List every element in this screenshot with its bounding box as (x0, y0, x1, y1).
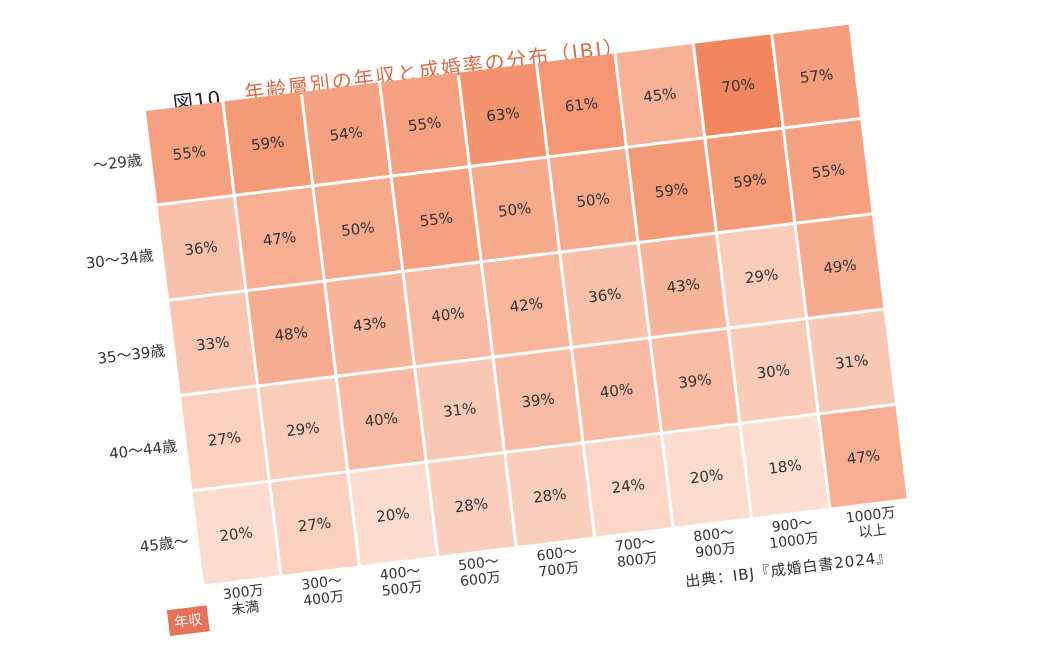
column-label: 500〜 600万 (457, 553, 502, 591)
column-label: 600〜 700万 (535, 543, 581, 581)
row-label: 〜29歳 (91, 150, 143, 175)
heatmap-cell: 48% (247, 282, 335, 385)
heatmap-cell: 31% (808, 310, 896, 413)
heatmap-cell: 57% (773, 24, 860, 127)
heatmap-cell: 43% (326, 273, 413, 375)
heatmap-cell: 20% (192, 482, 280, 585)
heatmap-cell: 29% (718, 224, 805, 327)
income-axis-badge: 年収 (166, 605, 210, 637)
row-label: 40〜44歳 (108, 436, 178, 463)
heatmap-cell: 20% (349, 463, 437, 566)
heatmap-cell: 29% (259, 378, 347, 480)
heatmap-cell: 61% (537, 53, 625, 156)
heatmap-cell: 39% (494, 349, 582, 451)
heatmap-cell: 50% (314, 177, 402, 280)
heatmap-cell: 59% (706, 129, 794, 232)
heatmap-cell: 55% (784, 120, 872, 222)
heatmap-cell: 27% (180, 387, 268, 490)
heatmap-cell: 54% (302, 82, 390, 185)
heatmap-cell: 31% (416, 358, 503, 461)
heatmap-cell: 47% (235, 187, 323, 290)
heatmap-cell: 24% (584, 434, 672, 537)
row-label: 30〜34歳 (84, 245, 155, 272)
heatmap-cell: 55% (145, 101, 233, 204)
heatmap-cell: 28% (427, 454, 515, 556)
heatmap-cell: 70% (694, 34, 782, 136)
heatmap-cell: 30% (729, 320, 817, 422)
row-label: 45歳〜 (138, 531, 190, 556)
heatmap-cell: 40% (337, 368, 425, 470)
heatmap-cell: 28% (506, 444, 594, 546)
column-label: 700〜 800万 (614, 534, 659, 571)
heatmap-cell: 50% (471, 158, 558, 261)
heatmap-cell: 59% (628, 139, 715, 241)
heatmap-cell: 63% (459, 63, 547, 165)
heatmap-cell: 33% (169, 292, 257, 394)
heatmap-cell: 36% (561, 244, 649, 346)
heatmap-cell: 18% (741, 415, 829, 518)
heatmap-cell: 47% (819, 405, 907, 508)
heatmap-cell: 50% (549, 148, 637, 251)
column-label: 1000万 以上 (844, 504, 897, 542)
heatmap-cell: 55% (392, 168, 480, 270)
column-label: 900〜 1000万 (768, 514, 820, 553)
heatmap-cell: 40% (573, 339, 660, 442)
row-label: 35〜39歳 (96, 341, 167, 368)
heatmap-cell: 43% (639, 234, 727, 337)
column-label: 400〜 500万 (378, 563, 424, 600)
column-label: 800〜 900万 (692, 524, 737, 562)
column-label: 300〜 400万 (300, 572, 345, 610)
heatmap-cell: 20% (663, 425, 750, 527)
heatmap-cell: 40% (404, 263, 492, 366)
column-label: 300万 未満 (222, 582, 265, 619)
heatmap-cell: 39% (651, 329, 739, 432)
heatmap-cell: 45% (616, 44, 704, 146)
heatmap-cell: 59% (224, 92, 312, 194)
heatmap-cell: 27% (271, 473, 358, 575)
heatmap-cell: 42% (482, 253, 570, 356)
chart-stage: 図10 年齢層別の年収と成婚率の分布（IBJ） 年収 出典：IBJ『成婚白書20… (84, 24, 907, 637)
heatmap-cell: 49% (796, 215, 884, 317)
heatmap-cell: 36% (157, 197, 245, 299)
heatmap-cell: 55% (381, 72, 468, 175)
